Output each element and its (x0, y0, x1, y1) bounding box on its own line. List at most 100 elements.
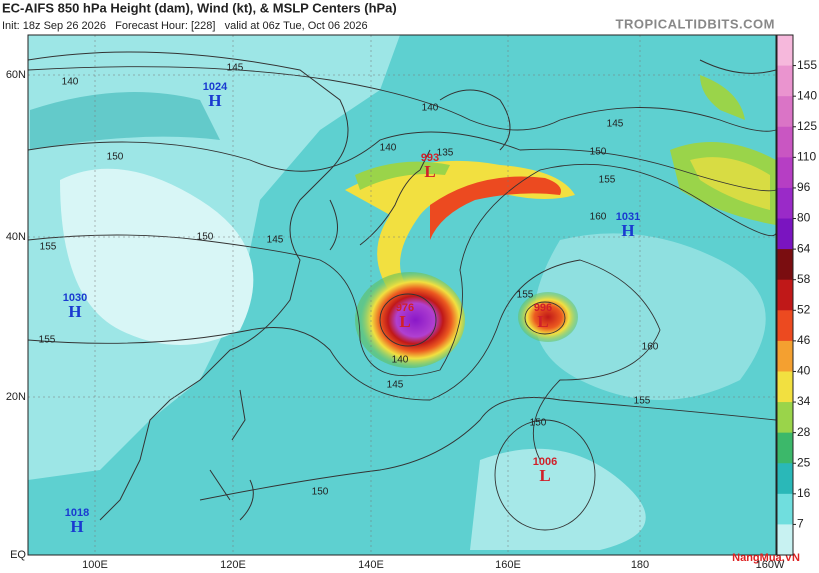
lon-label: 180 (631, 559, 649, 571)
colorbar-swatch (777, 340, 793, 372)
colorbar-label: 140 (797, 88, 817, 102)
pressure-value: 1006 (533, 456, 557, 468)
pressure-letter: H (208, 91, 221, 110)
light-region (60, 168, 254, 345)
lat-label: 60N (6, 69, 26, 81)
contour-label: 145 (387, 380, 404, 391)
colorbar-swatch (777, 524, 793, 556)
colorbar-label: 28 (797, 425, 811, 439)
contour-label: 140 (422, 103, 439, 114)
wind-band (345, 160, 575, 305)
pressure-value: 993 (421, 152, 439, 164)
colorbar-swatch (777, 493, 793, 525)
contour-label: 135 (437, 148, 454, 159)
contour-label: 160 (642, 342, 659, 353)
contour-label: 145 (607, 119, 624, 130)
contour-label: 155 (634, 396, 651, 407)
colorbar-label: 34 (797, 394, 811, 408)
map-frame (27, 34, 777, 556)
lat-label: 20N (6, 391, 26, 403)
lon-label: 160W (756, 559, 785, 571)
contour-label: 155 (39, 335, 56, 346)
pressure-letter: L (539, 466, 550, 485)
pressure-letter: L (399, 312, 410, 331)
pressure-letter: L (537, 312, 548, 331)
colorbar-label: 40 (797, 364, 811, 378)
wind-band (690, 157, 770, 210)
light-region (470, 448, 646, 550)
colorbar-swatch (777, 249, 793, 281)
colorbar-swatch (777, 463, 793, 495)
colorbar-label: 110 (797, 150, 816, 164)
storm-core (355, 272, 465, 368)
contour-label: 160 (590, 212, 607, 223)
contour-label: 145 (227, 63, 244, 74)
colorbar-swatch (777, 35, 793, 67)
colorbar-label: 80 (797, 211, 811, 225)
contour-label: 140 (392, 355, 409, 366)
contour-label: 140 (62, 77, 79, 88)
colorbar-label: 52 (797, 302, 811, 316)
lon-label: 120E (220, 559, 246, 571)
height-contours (27, 66, 777, 531)
pressure-value: 1031 (616, 211, 640, 223)
colorbar-swatch (777, 96, 793, 128)
colorbar-label: 125 (797, 119, 817, 133)
wind-band (700, 75, 745, 120)
pressure-value: 1024 (203, 81, 228, 93)
pressure-letter: H (621, 221, 634, 240)
colorbar-swatch (777, 432, 793, 464)
contour-label: 155 (517, 290, 534, 301)
contour-label: 145 (267, 235, 284, 246)
lon-label: 140E (358, 559, 384, 571)
light-region (534, 233, 766, 400)
contour-label: 150 (530, 418, 547, 429)
lat-label: EQ (10, 549, 26, 561)
title: EC-AIFS 850 hPa Height (dam), Wind (kt),… (2, 0, 397, 15)
colorbar-frame (776, 34, 794, 556)
colorbar-swatch (777, 371, 793, 403)
map (27, 34, 777, 556)
wind-band (30, 92, 220, 150)
lon-label: 160E (495, 559, 521, 571)
colorbar-swatch (777, 65, 793, 97)
colorbar-swatch (777, 279, 793, 311)
colorbar-label: 16 (797, 486, 811, 500)
storm-core (518, 292, 578, 342)
colorbar-swatch (777, 126, 793, 158)
wind-band (355, 161, 450, 190)
contour-label: 140 (380, 143, 397, 154)
pressure-value: 976 (396, 302, 414, 314)
pressure-value: 1018 (65, 507, 89, 519)
colorbar-label: 25 (797, 455, 811, 469)
contour-label: 150 (590, 147, 607, 158)
lon-label: 100E (82, 559, 108, 571)
pressure-value: 1030 (63, 292, 87, 304)
lat-label: 40N (6, 231, 26, 243)
contour-label: 155 (40, 242, 57, 253)
colorbar-swatch (777, 310, 793, 342)
colorbar-swatch (777, 157, 793, 189)
contour-label: 150 (312, 487, 329, 498)
site-name: TROPICALTIDBITS.COM (616, 16, 775, 31)
colorbar-label: 58 (797, 272, 811, 286)
colorbar-label: 64 (797, 241, 811, 255)
pressure-value: 996 (534, 302, 552, 314)
colorbar-swatch (777, 402, 793, 434)
pressure-letter: H (70, 517, 83, 536)
wind-band (430, 176, 561, 240)
pressure-letter: L (424, 162, 435, 181)
pressure-letter: H (68, 302, 81, 321)
subtitle: Init: 18z Sep 26 2026 Forecast Hour: [22… (2, 20, 368, 32)
contour-label: 150 (107, 152, 124, 163)
colorbar-swatch (777, 187, 793, 220)
colorbar-label: 96 (797, 180, 811, 194)
colorbar-label: 155 (797, 58, 817, 72)
colorbar-label: 7 (797, 517, 804, 531)
contour-label: 155 (599, 175, 616, 186)
contour-label: 150 (197, 232, 214, 243)
coastlines (27, 51, 777, 521)
colorbar-label: 46 (797, 333, 811, 347)
graticule (28, 35, 776, 555)
